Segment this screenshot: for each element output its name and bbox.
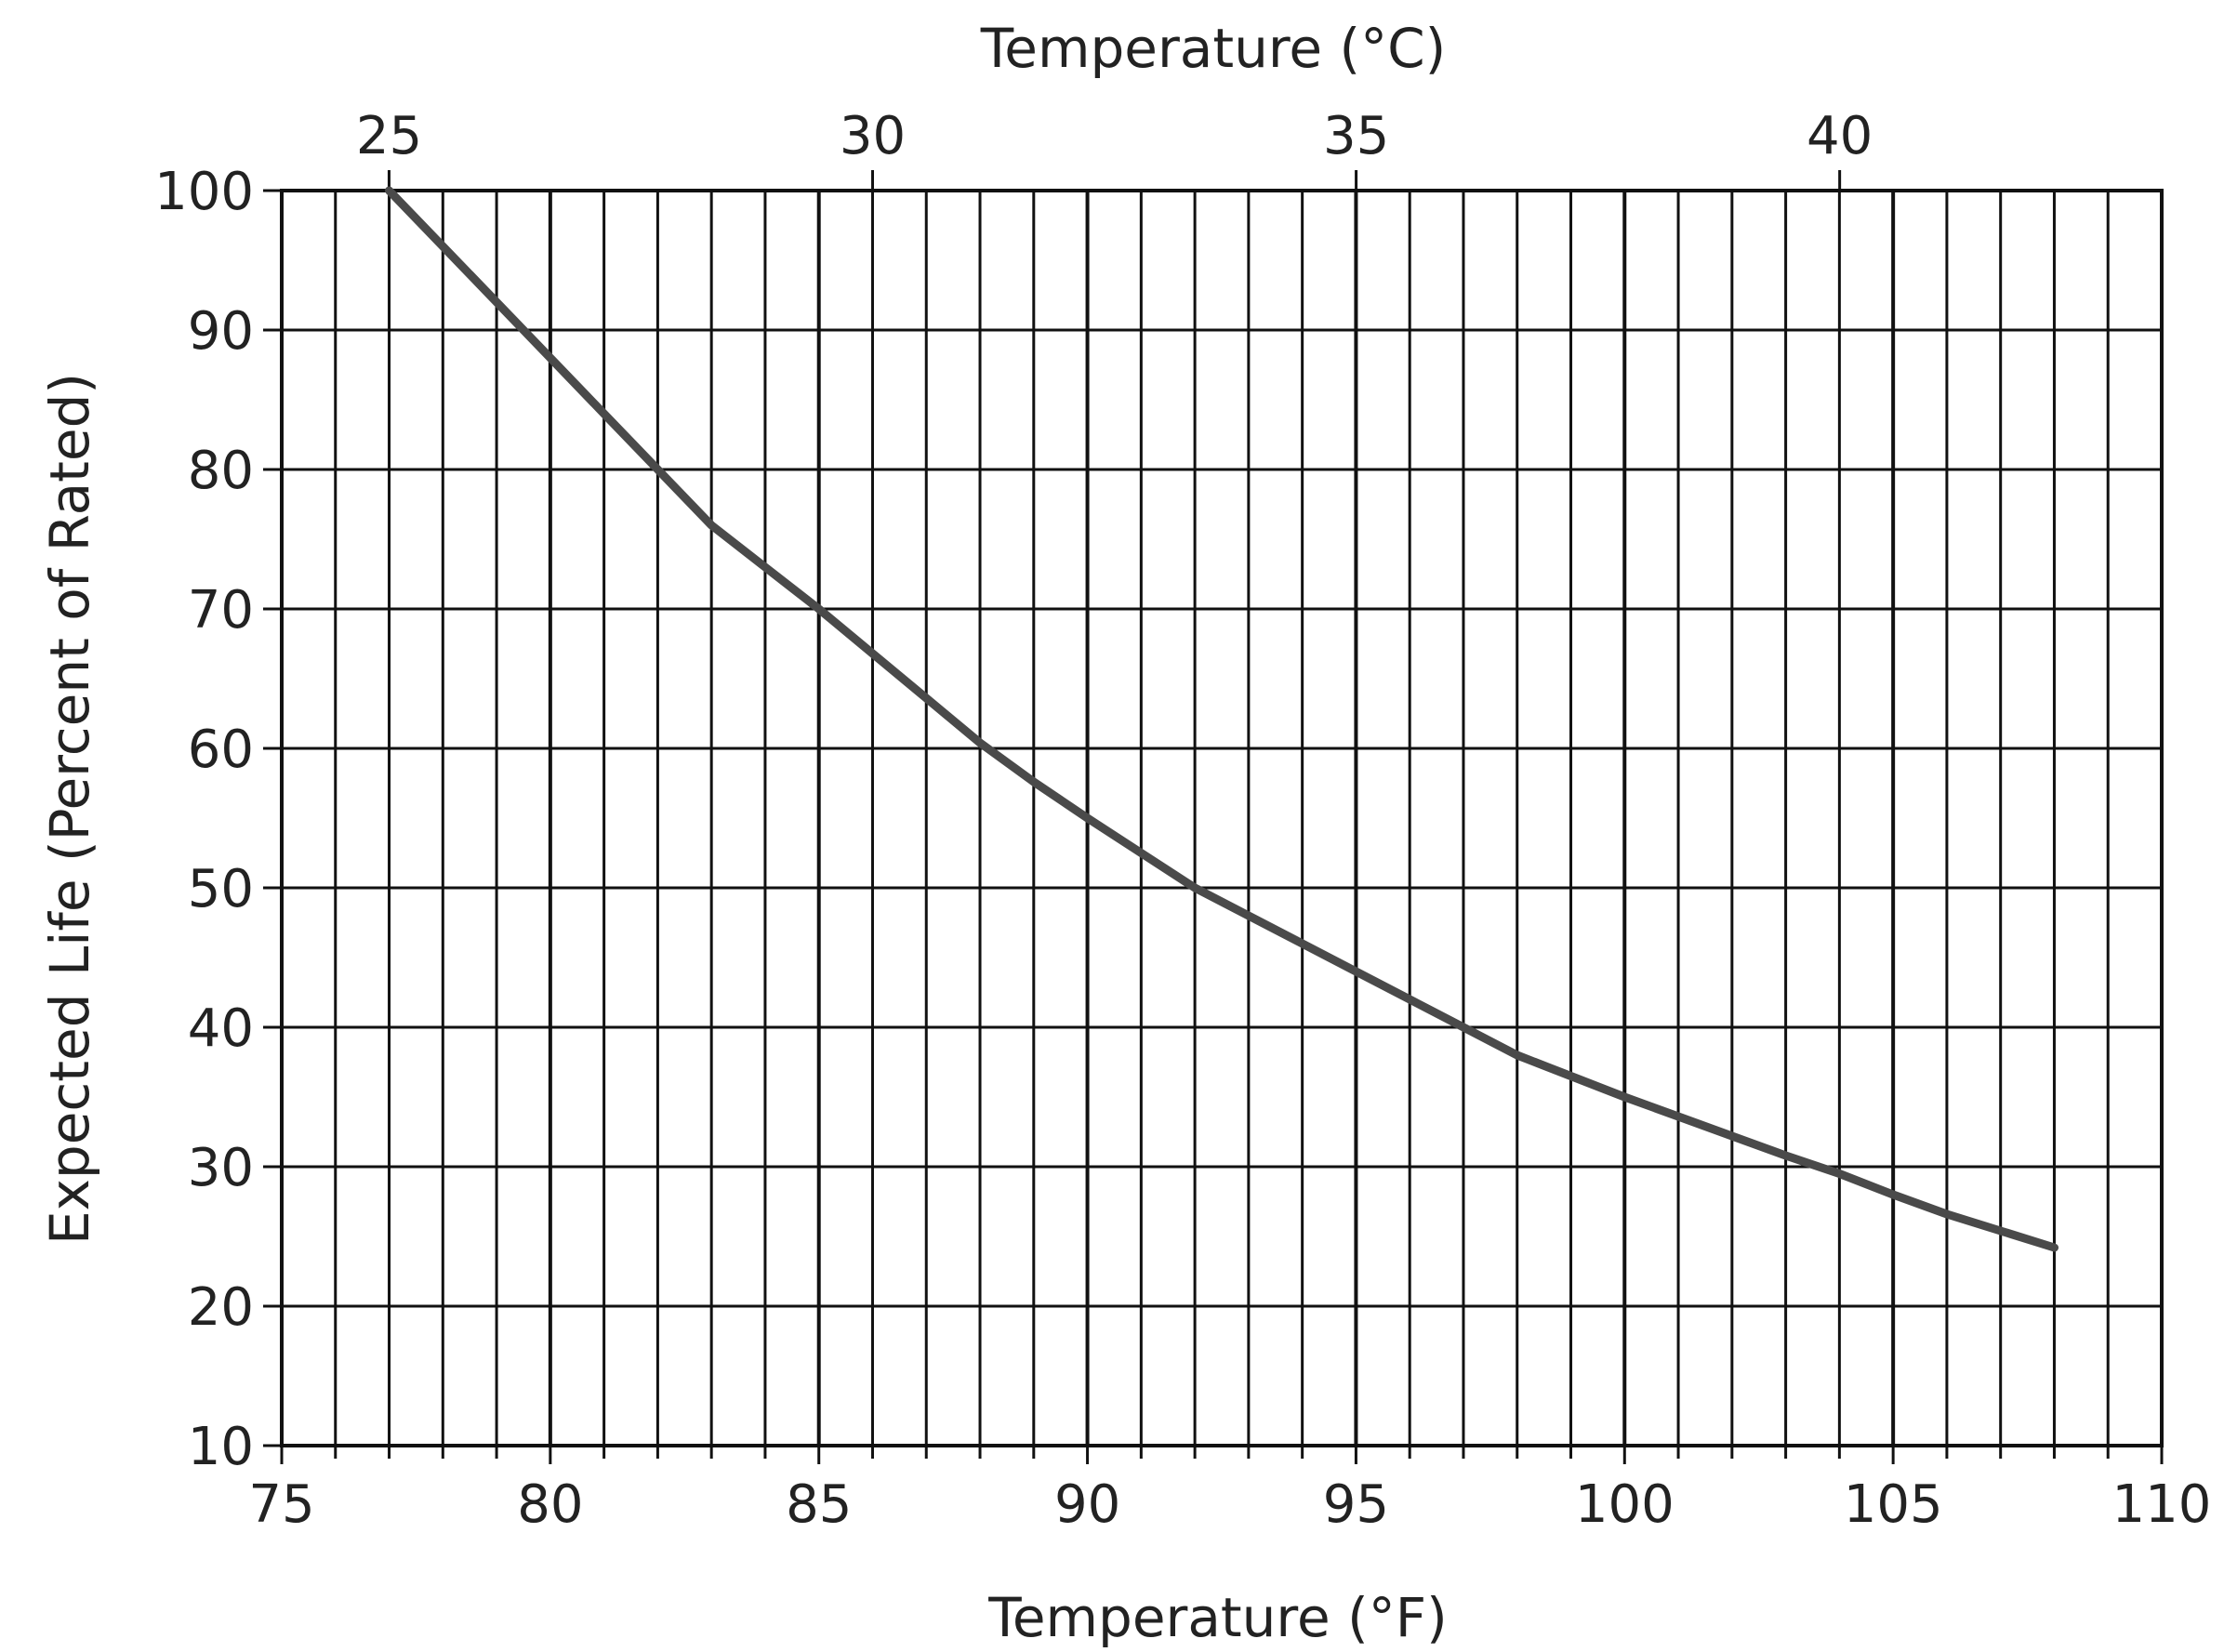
y-tick-label: 50 — [188, 859, 254, 919]
y-tick-label: 100 — [154, 162, 254, 222]
y-tick-label: 10 — [188, 1417, 254, 1477]
y-tick-label: 70 — [188, 580, 254, 641]
x-tick-label: 85 — [786, 1474, 852, 1535]
x2-tick-label: 40 — [1807, 106, 1873, 166]
x2-tick-label: 35 — [1323, 106, 1389, 166]
x-axis-title: Temperature (°F) — [987, 1586, 1447, 1649]
plot-frame — [280, 189, 2164, 1447]
y-tick-label: 90 — [188, 301, 254, 362]
series-line-0 — [385, 186, 2059, 1252]
grid-horizontal — [282, 189, 2162, 1447]
y-tick-label: 60 — [188, 720, 254, 780]
series-layer — [385, 186, 2059, 1252]
y-tick-label: 40 — [188, 998, 254, 1059]
x-tick-label: 75 — [248, 1474, 314, 1535]
x2-tick-label: 30 — [840, 106, 906, 166]
x2-tick-label: 25 — [356, 106, 422, 166]
y-tick-label: 30 — [188, 1138, 254, 1198]
x2-tick-labels: 25 30 35 40 — [356, 106, 1873, 166]
y-axis-title: Expected Life (Percent of Rated) — [38, 373, 101, 1245]
x-tick-labels: 75 80 85 90 95 100 105 110 — [248, 1474, 2211, 1535]
y-tick-label: 80 — [188, 441, 254, 501]
tick-marks — [263, 170, 2164, 1464]
x-tick-label: 80 — [517, 1474, 583, 1535]
y-tick-label: 20 — [188, 1277, 254, 1338]
x-tick-label: 95 — [1323, 1474, 1389, 1535]
grid-vertical — [280, 191, 2164, 1446]
x2-axis-title: Temperature (°C) — [980, 17, 1447, 80]
x-tick-label: 105 — [1844, 1474, 1943, 1535]
x-tick-label: 110 — [2112, 1474, 2212, 1535]
x-tick-label: 90 — [1054, 1474, 1120, 1535]
y-tick-labels: 10 20 30 40 50 60 70 80 90 100 — [154, 162, 254, 1477]
x-tick-label: 100 — [1575, 1474, 1675, 1535]
